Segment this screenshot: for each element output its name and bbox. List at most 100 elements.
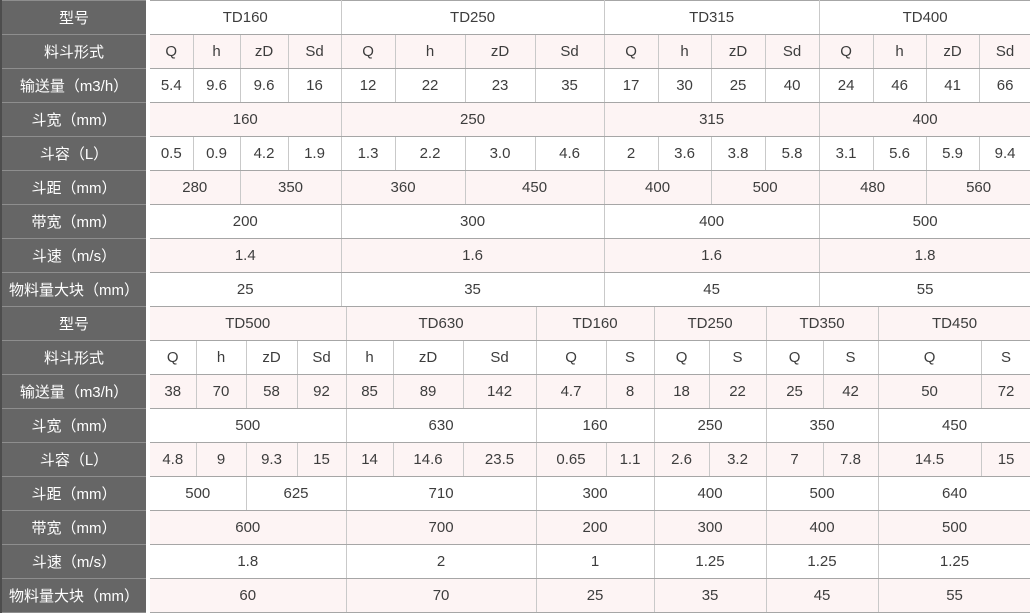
row-bucket-width: 斗宽（mm） 500 630 160 250 350 450 xyxy=(0,408,1030,443)
bucket-type-cell: zD xyxy=(245,340,298,375)
value-cell: 22 xyxy=(394,68,466,103)
bucket-type-cell: Sd xyxy=(287,34,342,69)
row-belt-width: 带宽（mm） 600 700 200 300 400 500 xyxy=(0,510,1030,545)
value-cell: 45 xyxy=(765,578,879,613)
row-bucket-pitch: 斗距（mm） 280 350 360 450 400 500 480 560 xyxy=(0,170,1030,205)
row-bucket-volume: 斗容（L） 0.5 0.9 4.2 1.9 1.3 2.2 3.0 4.6 2 … xyxy=(0,136,1030,171)
value-cell: 92 xyxy=(296,374,347,409)
value-cell: 23.5 xyxy=(462,442,537,477)
value-cell: 14 xyxy=(345,442,394,477)
model-header-cell: TD160 xyxy=(535,307,655,341)
value-cell: 35 xyxy=(653,578,767,613)
value-cell: 25 xyxy=(147,272,342,307)
value-cell: 3.0 xyxy=(464,136,536,171)
row-bucket-speed: 斗速（m/s） 1.4 1.6 1.6 1.8 xyxy=(0,238,1030,273)
bucket-type-cell: Sd xyxy=(296,340,347,375)
row-label: 斗容（L） xyxy=(0,136,150,171)
row-bucket-volume: 斗容（L） 4.8 9 9.3 15 14 14.6 23.5 0.65 1.1… xyxy=(0,442,1030,477)
value-cell: 160 xyxy=(535,408,655,443)
model-header-cell: TD400 xyxy=(818,0,1030,35)
value-cell: 500 xyxy=(147,476,247,511)
spec-table-top: 型号 TD160 TD250 TD315 TD400 料斗形式 Q h zD S… xyxy=(0,0,1030,307)
value-cell: 2.2 xyxy=(394,136,466,171)
value-cell: 500 xyxy=(147,408,347,443)
value-cell: 1.9 xyxy=(287,136,342,171)
value-cell: 5.6 xyxy=(872,136,927,171)
value-cell: 46 xyxy=(872,68,927,103)
row-label: 带宽（mm） xyxy=(0,204,150,239)
value-cell: 38 xyxy=(147,374,197,409)
value-cell: 5.8 xyxy=(764,136,820,171)
value-cell: 60 xyxy=(147,578,347,613)
row-bucket-pitch: 斗距（mm） 500 625 710 300 400 500 640 xyxy=(0,476,1030,511)
row-bucket-type: 料斗形式 Q h zD Sd Q h zD Sd Q h zD Sd Q h z… xyxy=(0,34,1030,69)
row-bucket-width: 斗宽（mm） 160 250 315 400 xyxy=(0,102,1030,137)
value-cell: 200 xyxy=(147,204,342,239)
value-cell: 45 xyxy=(603,272,820,307)
value-cell: 50 xyxy=(877,374,982,409)
model-header-cell: TD315 xyxy=(603,0,820,35)
bucket-type-cell: Q xyxy=(603,34,659,69)
value-cell: 70 xyxy=(345,578,537,613)
value-cell: 7.8 xyxy=(822,442,879,477)
value-cell: 500 xyxy=(710,170,820,205)
value-cell: 200 xyxy=(535,510,655,545)
row-max-lump: 物料量大块（mm） 25 35 45 55 xyxy=(0,272,1030,307)
row-label: 型号 xyxy=(0,307,150,341)
value-cell: 22 xyxy=(708,374,767,409)
value-cell: 0.5 xyxy=(147,136,194,171)
value-cell: 350 xyxy=(239,170,342,205)
value-cell: 42 xyxy=(822,374,879,409)
value-cell: 9.6 xyxy=(192,68,241,103)
value-cell: 450 xyxy=(877,408,1030,443)
row-label: 料斗形式 xyxy=(0,34,150,69)
row-bucket-type: 料斗形式 Q h zD Sd h zD Sd Q S Q S Q S Q S xyxy=(0,340,1030,375)
value-cell: 35 xyxy=(340,272,605,307)
value-cell: 25 xyxy=(710,68,766,103)
value-cell: 9.4 xyxy=(978,136,1030,171)
value-cell: 25 xyxy=(765,374,824,409)
value-cell: 400 xyxy=(818,102,1030,137)
value-cell: 280 xyxy=(147,170,241,205)
bucket-type-cell: S xyxy=(605,340,655,375)
value-cell: 4.2 xyxy=(239,136,289,171)
bucket-type-cell: Q xyxy=(877,340,982,375)
value-cell: 24 xyxy=(818,68,874,103)
value-cell: 70 xyxy=(195,374,247,409)
value-cell: 9.6 xyxy=(239,68,289,103)
value-cell: 480 xyxy=(818,170,927,205)
value-cell: 142 xyxy=(462,374,537,409)
value-cell: 40 xyxy=(764,68,820,103)
value-cell: 15 xyxy=(980,442,1030,477)
value-cell: 18 xyxy=(653,374,710,409)
value-cell: 5.9 xyxy=(925,136,980,171)
value-cell: 0.65 xyxy=(535,442,607,477)
value-cell: 630 xyxy=(345,408,537,443)
row-belt-width: 带宽（mm） 200 300 400 500 xyxy=(0,204,1030,239)
value-cell: 1.8 xyxy=(147,544,347,579)
value-cell: 41 xyxy=(925,68,980,103)
bucket-type-cell: Sd xyxy=(978,34,1030,69)
value-cell: 4.6 xyxy=(534,136,605,171)
row-label: 斗宽（mm） xyxy=(0,408,150,443)
value-cell: 55 xyxy=(818,272,1030,307)
value-cell: 15 xyxy=(296,442,347,477)
row-label: 物料量大块（mm） xyxy=(0,578,150,613)
row-model: 型号 TD500 TD630 TD160 TD250 TD350 TD450 xyxy=(0,307,1030,341)
value-cell: 9.3 xyxy=(245,442,298,477)
value-cell: 400 xyxy=(603,170,712,205)
row-label: 斗速（m/s） xyxy=(0,544,150,579)
bucket-type-cell: h xyxy=(192,34,241,69)
bucket-type-cell: Sd xyxy=(764,34,820,69)
row-label: 带宽（mm） xyxy=(0,510,150,545)
value-cell: 250 xyxy=(653,408,767,443)
value-cell: 500 xyxy=(877,510,1030,545)
value-cell: 625 xyxy=(245,476,347,511)
value-cell: 0.9 xyxy=(192,136,241,171)
row-label: 输送量（m3/h） xyxy=(0,68,150,103)
value-cell: 710 xyxy=(345,476,537,511)
value-cell: 1.25 xyxy=(877,544,1030,579)
value-cell: 1.8 xyxy=(818,238,1030,273)
value-cell: 3.1 xyxy=(818,136,874,171)
value-cell: 2 xyxy=(603,136,659,171)
